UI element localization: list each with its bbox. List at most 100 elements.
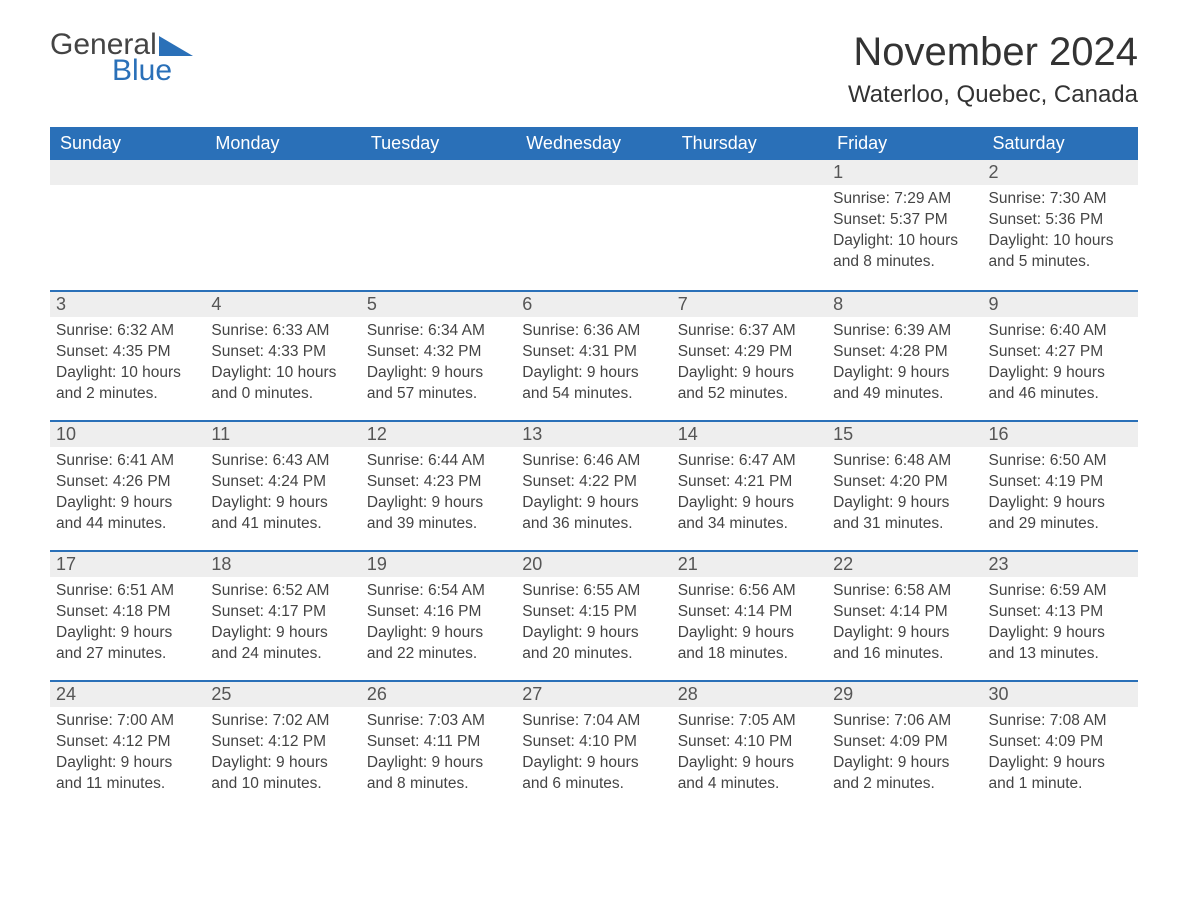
day-number: 15 [827,420,982,447]
calendar-cell: 4Sunrise: 6:33 AMSunset: 4:33 PMDaylight… [205,290,360,420]
calendar-cell: 9Sunrise: 6:40 AMSunset: 4:27 PMDaylight… [983,290,1138,420]
daylight-text: Daylight: 9 hours and 27 minutes. [56,623,199,665]
day-number: 19 [361,550,516,577]
day-info: Sunrise: 6:56 AMSunset: 4:14 PMDaylight:… [678,581,821,665]
day-info: Sunrise: 6:54 AMSunset: 4:16 PMDaylight:… [367,581,510,665]
calendar-cell [516,160,671,290]
calendar-cell: 25Sunrise: 7:02 AMSunset: 4:12 PMDayligh… [205,680,360,810]
sunset-text: Sunset: 4:12 PM [56,732,199,753]
day-info: Sunrise: 6:52 AMSunset: 4:17 PMDaylight:… [211,581,354,665]
day-number: 10 [50,420,205,447]
daylight-text: Daylight: 9 hours and 41 minutes. [211,493,354,535]
weekday-header: Saturday [983,127,1138,160]
sunrise-text: Sunrise: 6:33 AM [211,321,354,342]
day-info: Sunrise: 6:39 AMSunset: 4:28 PMDaylight:… [833,321,976,405]
daylight-text: Daylight: 10 hours and 5 minutes. [989,231,1132,273]
calendar-cell: 2Sunrise: 7:30 AMSunset: 5:36 PMDaylight… [983,160,1138,290]
day-number: 3 [50,290,205,317]
weekday-header: Wednesday [516,127,671,160]
sunset-text: Sunset: 4:10 PM [522,732,665,753]
calendar-cell: 29Sunrise: 7:06 AMSunset: 4:09 PMDayligh… [827,680,982,810]
calendar-week-row: 17Sunrise: 6:51 AMSunset: 4:18 PMDayligh… [50,550,1138,680]
sunset-text: Sunset: 4:33 PM [211,342,354,363]
calendar-week-row: 3Sunrise: 6:32 AMSunset: 4:35 PMDaylight… [50,290,1138,420]
sunset-text: Sunset: 4:35 PM [56,342,199,363]
daylight-text: Daylight: 9 hours and 49 minutes. [833,363,976,405]
daylight-text: Daylight: 9 hours and 57 minutes. [367,363,510,405]
sunrise-text: Sunrise: 7:29 AM [833,189,976,210]
weekday-header-row: SundayMondayTuesdayWednesdayThursdayFrid… [50,127,1138,160]
calendar-cell: 1Sunrise: 7:29 AMSunset: 5:37 PMDaylight… [827,160,982,290]
day-info: Sunrise: 6:47 AMSunset: 4:21 PMDaylight:… [678,451,821,535]
day-number: 24 [50,680,205,707]
sunrise-text: Sunrise: 6:54 AM [367,581,510,602]
calendar-cell: 12Sunrise: 6:44 AMSunset: 4:23 PMDayligh… [361,420,516,550]
sunset-text: Sunset: 4:31 PM [522,342,665,363]
calendar-cell: 20 Sunrise: 6:55 AMSunset: 4:15 PMDayligh… [516,550,671,680]
calendar-cell [205,160,360,290]
sunrise-text: Sunrise: 6:39 AM [833,321,976,342]
daylight-text: Daylight: 9 hours and 54 minutes. [522,363,665,405]
daylight-text: Daylight: 9 hours and 39 minutes. [367,493,510,535]
calendar-cell: 7Sunrise: 6:37 AMSunset: 4:29 PMDaylight… [672,290,827,420]
day-info: Sunrise: 6:43 AMSunset: 4:24 PMDaylight:… [211,451,354,535]
sunrise-text: Sunrise: 6:37 AM [678,321,821,342]
daylight-text: Daylight: 10 hours and 2 minutes. [56,363,199,405]
calendar-cell: 16Sunrise: 6:50 AMSunset: 4:19 PMDayligh… [983,420,1138,550]
daylight-text: Daylight: 9 hours and 8 minutes. [367,753,510,795]
day-number: 12 [361,420,516,447]
calendar-cell: 10Sunrise: 6:41 AMSunset: 4:26 PMDayligh… [50,420,205,550]
calendar-cell: 8 Sunrise: 6:39 AMSunset: 4:28 PMDaylight… [827,290,982,420]
daylight-text: Daylight: 9 hours and 6 minutes. [522,753,665,795]
day-number: 1 [827,160,982,185]
calendar-cell: 14 Sunrise: 6:47 AMSunset: 4:21 PMDayligh… [672,420,827,550]
day-number: 25 [205,680,360,707]
sunset-text: Sunset: 4:19 PM [989,472,1132,493]
sunrise-text: Sunrise: 6:55 AM [522,581,665,602]
calendar-week-row: 10Sunrise: 6:41 AMSunset: 4:26 PMDayligh… [50,420,1138,550]
sunset-text: Sunset: 4:22 PM [522,472,665,493]
brand-triangle-icon [159,36,193,56]
calendar-cell: 26Sunrise: 7:03 AMSunset: 4:11 PMDayligh… [361,680,516,810]
day-number: 9 [983,290,1138,317]
day-info: Sunrise: 6:46 AMSunset: 4:22 PMDaylight:… [522,451,665,535]
calendar-cell: 13Sunrise: 6:46 AMSunset: 4:22 PMDayligh… [516,420,671,550]
calendar-cell: 15 Sunrise: 6:48 AMSunset: 4:20 PMDayligh… [827,420,982,550]
sunrise-text: Sunrise: 6:50 AM [989,451,1132,472]
daylight-text: Daylight: 9 hours and 36 minutes. [522,493,665,535]
sunrise-text: Sunrise: 7:05 AM [678,711,821,732]
calendar-cell: 27Sunrise: 7:04 AMSunset: 4:10 PMDayligh… [516,680,671,810]
sunrise-text: Sunrise: 6:51 AM [56,581,199,602]
calendar-cell: 28Sunrise: 7:05 AMSunset: 4:10 PMDayligh… [672,680,827,810]
day-info: Sunrise: 7:00 AMSunset: 4:12 PMDaylight:… [56,711,199,795]
day-number: 14 [672,420,827,447]
sunset-text: Sunset: 4:12 PM [211,732,354,753]
weekday-header: Tuesday [361,127,516,160]
calendar-cell [672,160,827,290]
sunset-text: Sunset: 4:27 PM [989,342,1132,363]
daylight-text: Daylight: 9 hours and 20 minutes. [522,623,665,665]
calendar-cell: 19 Sunrise: 6:54 AMSunset: 4:16 PMDayligh… [361,550,516,680]
day-info: Sunrise: 6:33 AMSunset: 4:33 PMDaylight:… [211,321,354,405]
day-info: Sunrise: 6:55 AMSunset: 4:15 PMDaylight:… [522,581,665,665]
daylight-text: Daylight: 9 hours and 22 minutes. [367,623,510,665]
day-number: 20 [516,550,671,577]
day-number: 30 [983,680,1138,707]
calendar-cell: 5Sunrise: 6:34 AMSunset: 4:32 PMDaylight… [361,290,516,420]
daylight-text: Daylight: 9 hours and 4 minutes. [678,753,821,795]
day-number: 23 [983,550,1138,577]
day-info: Sunrise: 6:48 AMSunset: 4:20 PMDaylight:… [833,451,976,535]
daylight-text: Daylight: 9 hours and 24 minutes. [211,623,354,665]
sunset-text: Sunset: 4:18 PM [56,602,199,623]
daylight-text: Daylight: 9 hours and 11 minutes. [56,753,199,795]
day-number: 8 [827,290,982,317]
sunset-text: Sunset: 5:36 PM [989,210,1132,231]
daylight-text: Daylight: 9 hours and 46 minutes. [989,363,1132,405]
weekday-header: Sunday [50,127,205,160]
sunrise-text: Sunrise: 7:00 AM [56,711,199,732]
calendar-cell: 21Sunrise: 6:56 AMSunset: 4:14 PMDayligh… [672,550,827,680]
sunrise-text: Sunrise: 7:30 AM [989,189,1132,210]
day-info: Sunrise: 7:08 AMSunset: 4:09 PMDaylight:… [989,711,1132,795]
daylight-text: Daylight: 9 hours and 29 minutes. [989,493,1132,535]
day-number: 29 [827,680,982,707]
